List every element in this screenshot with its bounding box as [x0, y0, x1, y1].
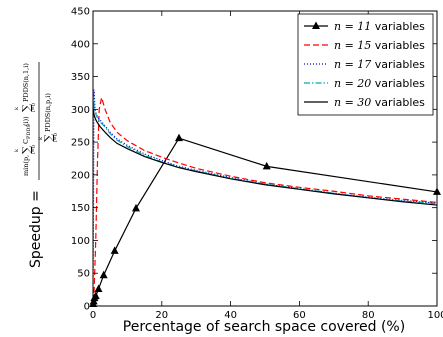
- legend-box: [297, 13, 434, 116]
- y-label-num-k2: k: [14, 106, 20, 110]
- series-line-3: [92, 89, 438, 205]
- y-tick-label: 400: [71, 39, 90, 50]
- y-tick-label: 50: [77, 269, 90, 280]
- legend-label-3: n = 20 variables: [334, 77, 425, 90]
- series-line-4: [92, 109, 438, 206]
- y-tick-label: 250: [71, 138, 90, 149]
- y-label-numerator-sigma2: ∑: [20, 104, 33, 112]
- legend-label-2: n = 17 variables: [334, 58, 425, 71]
- y-tick-label: 100: [71, 236, 90, 247]
- x-axis-title: Percentage of search space covered (%): [123, 319, 405, 335]
- y-label-num-i1: i=0: [31, 145, 37, 154]
- series-marker-0: [175, 133, 183, 142]
- x-tick-label: 100: [427, 310, 443, 321]
- y-label-den-i: i=0: [53, 133, 59, 142]
- legend-label-text: variables: [371, 77, 425, 90]
- y-label-numerator-sigma1: ∑: [20, 146, 33, 154]
- x-tick-label: 80: [362, 310, 375, 321]
- series-marker-0: [99, 270, 108, 279]
- legend-label-text: variables: [371, 96, 425, 109]
- y-tick-label: 0: [84, 302, 90, 313]
- series-marker-0: [132, 203, 140, 212]
- x-tick-label: 40: [224, 310, 237, 321]
- plot-frame: [92, 10, 438, 307]
- y-label-denominator-sigma: ∑: [42, 134, 55, 142]
- legend-label-text: variables: [371, 58, 425, 71]
- legend-label-math: n = 30: [334, 96, 371, 109]
- y-label-numerator-pdds: PDDS(n,1,i): [22, 63, 30, 102]
- series-marker-0: [94, 284, 103, 292]
- y-tick-label: 450: [71, 7, 90, 18]
- legend-marker-0: [312, 21, 320, 29]
- y-tick-label: 150: [71, 203, 90, 214]
- y-label-numerator-c-sub: PDDS: [26, 124, 32, 139]
- legend-label-math: n = 15: [334, 39, 371, 52]
- axes-layer: 0 20 40 60 80 100 0 50 100 150 200 250 300 350 400 450: [71, 7, 443, 322]
- legend-label-1: n = 15 variables: [334, 39, 425, 52]
- series-line-2: [92, 89, 438, 277]
- y-axis-label: Speedup = min(p, ∑ C PDDS (i)) ∑ PDDS(n,…: [14, 62, 59, 268]
- legend-label-math: n = 17: [334, 58, 371, 71]
- legend-label-4: n = 30 variables: [334, 96, 425, 109]
- y-label-num-i2: i=0: [31, 103, 37, 112]
- y-label-num-k1: k: [14, 148, 20, 152]
- series-marker-0: [110, 246, 119, 254]
- series-marker-0: [91, 291, 100, 300]
- y-label-numerator-c: C: [22, 139, 30, 144]
- legend-label-math: n = 11: [334, 20, 371, 33]
- y-tick-label: 300: [71, 105, 90, 116]
- y-label-den-k: k: [38, 136, 44, 140]
- legend-label-text: variables: [371, 39, 425, 52]
- y-tick-label: 200: [71, 170, 90, 181]
- series-line-1: [93, 97, 438, 293]
- legend-label-text: variables: [371, 20, 425, 33]
- y-label-numerator-min: min(p,: [22, 155, 30, 176]
- x-tick-label: 60: [293, 310, 306, 321]
- legend-label-math: n = 20: [334, 77, 371, 90]
- legend-label-0: n = 11 variables: [334, 20, 425, 33]
- x-tick-label: 20: [155, 310, 168, 321]
- y-label-prefix: Speedup =: [28, 190, 44, 268]
- y-tick-label: 350: [71, 72, 90, 83]
- x-tick-label: 0: [90, 310, 96, 321]
- y-label-numerator-ci: (i)): [22, 116, 30, 126]
- y-label-denominator-pdds: PDDS(n,p,i): [44, 93, 52, 132]
- series-layer: [89, 89, 441, 308]
- series-marker-0: [262, 161, 271, 170]
